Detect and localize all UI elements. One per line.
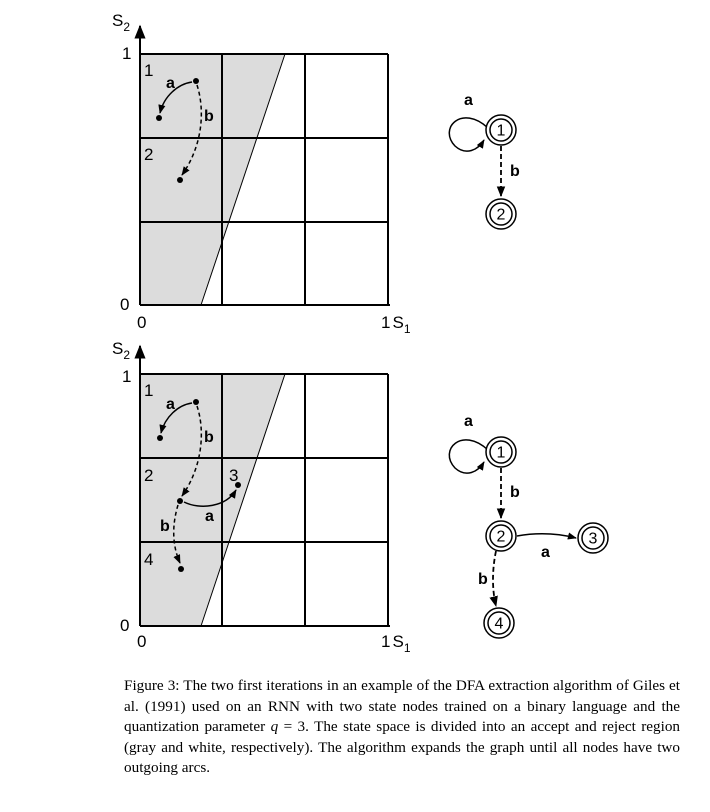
top-panel: S2 1 0 0 1 S1 1 2 a b a 1 b [112, 11, 520, 336]
bottom-graph-arc-label-b-1: b [510, 484, 520, 501]
top-region-label-1: 1 [144, 61, 153, 80]
top-node-2: 2 [485, 198, 517, 230]
bottom-y-axis-label: S2 [112, 339, 130, 362]
dfa-extraction-figure: S2 1 0 0 1 S1 1 2 a b a 1 b [112, 11, 609, 655]
bottom-accept-region [140, 374, 285, 626]
top-arc-label-a: a [166, 75, 175, 92]
bottom-grid [140, 373, 389, 626]
bottom-tick-y-bottom: 0 [120, 616, 129, 635]
bottom-panel: S2 1 0 0 1 S1 1 2 3 4 a b a b a 1 [112, 339, 609, 655]
top-tick-x-left: 0 [137, 313, 146, 332]
bottom-region-label-2: 2 [144, 466, 153, 485]
top-x-axis-label: 1 S1 [381, 313, 411, 336]
top-graph-arc-label-b: b [510, 163, 520, 180]
svg-text:2: 2 [497, 529, 506, 546]
svg-text:3: 3 [589, 531, 598, 548]
caption-q-value: = 3. [283, 718, 309, 736]
bottom-graph-arc-b-2 [489, 550, 498, 608]
top-state-point [156, 115, 162, 121]
bottom-transition-a-2 [183, 489, 237, 507]
bottom-state-point [157, 435, 163, 441]
bottom-transition-b-1 [181, 405, 203, 497]
figure-caption: Figure 3: The two first iterations in an… [124, 676, 680, 779]
svg-text:1: 1 [497, 123, 506, 140]
top-grid [140, 53, 389, 305]
svg-text:2: 2 [497, 207, 506, 224]
bottom-state-point [177, 498, 183, 504]
top-transition-a [158, 81, 193, 114]
top-self-loop-a [448, 117, 489, 152]
bottom-arc-label-b-1: b [204, 429, 214, 446]
top-state-point [177, 177, 183, 183]
top-tick-y-bottom: 0 [120, 295, 129, 314]
caption-text-rest: The state space is divided into an accep… [124, 718, 681, 777]
bottom-state-point [235, 482, 241, 488]
bottom-tick-x-left: 0 [137, 632, 146, 651]
top-node-1: 1 [485, 114, 517, 146]
bottom-boundary-line [200, 373, 286, 627]
bottom-graph-arc-label-a-2: a [541, 544, 550, 561]
top-graph-arc-label-a: a [464, 92, 473, 109]
bottom-arc-label-b-2: b [160, 518, 170, 535]
top-dfa-graph: a 1 b 2 [448, 92, 520, 230]
bottom-x-axis-label: 1 S1 [381, 632, 411, 655]
bottom-node-1: 1 [485, 436, 517, 468]
caption-q-symbol: q [270, 718, 279, 736]
caption-label: Figure 3: [124, 677, 180, 694]
top-transition-b [181, 84, 203, 176]
bottom-transition-a-1 [159, 402, 193, 434]
caption-text: The two first iterations in an example o… [124, 677, 680, 736]
bottom-graph-arc-a-2 [516, 532, 577, 540]
top-state-point [193, 78, 199, 84]
bottom-node-2: 2 [485, 520, 517, 552]
bottom-state-point [193, 399, 199, 405]
bottom-self-loop-a [448, 439, 489, 474]
bottom-arc-label-a-2: a [205, 508, 214, 525]
top-boundary-line [200, 53, 286, 306]
top-y-axis-label: S2 [112, 11, 130, 34]
bottom-graph-arc-label-a-1: a [464, 413, 473, 430]
top-accept-region [140, 54, 285, 305]
top-arc-label-b: b [204, 108, 214, 125]
bottom-node-3: 3 [577, 522, 609, 554]
bottom-graph-arc-label-b-2: b [478, 571, 488, 588]
bottom-arc-label-a-1: a [166, 396, 175, 413]
top-region-label-2: 2 [144, 145, 153, 164]
bottom-transition-b-2 [173, 504, 181, 564]
bottom-state-point [178, 566, 184, 572]
svg-text:4: 4 [495, 616, 504, 633]
bottom-tick-y-top: 1 [122, 367, 131, 386]
bottom-region-label-3: 3 [229, 466, 238, 485]
top-tick-y-top: 1 [122, 44, 131, 63]
bottom-region-label-1: 1 [144, 381, 153, 400]
bottom-node-4: 4 [483, 607, 515, 639]
svg-text:1: 1 [497, 445, 506, 462]
bottom-region-label-4: 4 [144, 550, 153, 569]
bottom-dfa-graph: a 1 b 2 a 3 b [448, 413, 609, 639]
